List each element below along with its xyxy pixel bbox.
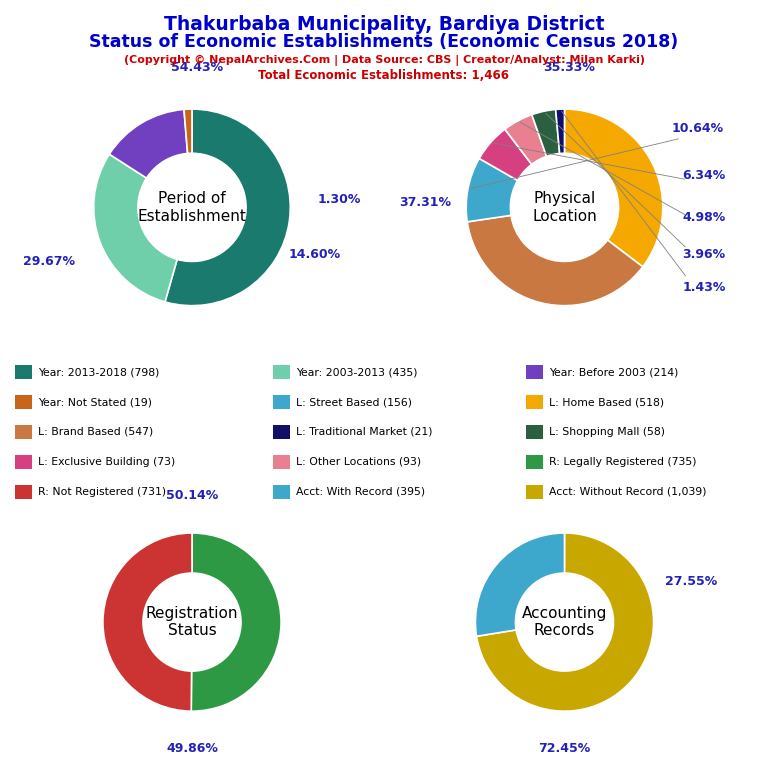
Text: Accounting
Records: Accounting Records bbox=[521, 606, 607, 638]
Wedge shape bbox=[165, 109, 290, 306]
Wedge shape bbox=[94, 154, 177, 302]
Wedge shape bbox=[556, 109, 564, 154]
Wedge shape bbox=[564, 109, 663, 266]
Text: L: Brand Based (547): L: Brand Based (547) bbox=[38, 427, 154, 437]
Text: Year: 2003-2013 (435): Year: 2003-2013 (435) bbox=[296, 367, 417, 377]
Wedge shape bbox=[184, 109, 192, 154]
Text: R: Legally Registered (735): R: Legally Registered (735) bbox=[549, 457, 697, 467]
Text: 4.98%: 4.98% bbox=[683, 210, 726, 223]
Text: 35.33%: 35.33% bbox=[544, 61, 595, 74]
Text: 14.60%: 14.60% bbox=[289, 248, 341, 261]
Wedge shape bbox=[531, 110, 560, 157]
Text: (Copyright © NepalArchives.Com | Data Source: CBS | Creator/Analyst: Milan Karki: (Copyright © NepalArchives.Com | Data So… bbox=[124, 55, 644, 66]
Text: Year: Before 2003 (214): Year: Before 2003 (214) bbox=[549, 367, 678, 377]
Text: Period of
Establishment: Period of Establishment bbox=[137, 191, 247, 223]
Wedge shape bbox=[103, 533, 192, 711]
Text: L: Shopping Mall (58): L: Shopping Mall (58) bbox=[549, 427, 665, 437]
Text: 50.14%: 50.14% bbox=[166, 489, 218, 502]
Text: 10.64%: 10.64% bbox=[671, 122, 723, 135]
Text: 27.55%: 27.55% bbox=[665, 575, 717, 588]
Text: R: Not Registered (731): R: Not Registered (731) bbox=[38, 487, 167, 497]
Text: Physical
Location: Physical Location bbox=[532, 191, 597, 223]
Wedge shape bbox=[191, 533, 281, 711]
Text: 37.31%: 37.31% bbox=[399, 196, 451, 209]
Wedge shape bbox=[505, 114, 547, 164]
Wedge shape bbox=[476, 533, 654, 711]
Wedge shape bbox=[475, 533, 564, 637]
Text: L: Home Based (518): L: Home Based (518) bbox=[549, 397, 664, 407]
Text: Year: Not Stated (19): Year: Not Stated (19) bbox=[38, 397, 152, 407]
Wedge shape bbox=[466, 158, 518, 222]
Text: Acct: With Record (395): Acct: With Record (395) bbox=[296, 487, 425, 497]
Text: L: Street Based (156): L: Street Based (156) bbox=[296, 397, 412, 407]
Text: 3.96%: 3.96% bbox=[683, 248, 726, 261]
Text: Registration
Status: Registration Status bbox=[146, 606, 238, 638]
Text: 29.67%: 29.67% bbox=[24, 255, 75, 268]
Text: 54.43%: 54.43% bbox=[170, 61, 223, 74]
Text: L: Traditional Market (21): L: Traditional Market (21) bbox=[296, 427, 432, 437]
Text: Thakurbaba Municipality, Bardiya District: Thakurbaba Municipality, Bardiya Distric… bbox=[164, 15, 604, 35]
Text: Status of Economic Establishments (Economic Census 2018): Status of Economic Establishments (Econo… bbox=[89, 33, 679, 51]
Wedge shape bbox=[109, 109, 187, 178]
Text: 72.45%: 72.45% bbox=[538, 742, 591, 755]
Text: 1.43%: 1.43% bbox=[683, 281, 726, 294]
Text: Acct: Without Record (1,039): Acct: Without Record (1,039) bbox=[549, 487, 707, 497]
Wedge shape bbox=[467, 215, 643, 306]
Text: Year: 2013-2018 (798): Year: 2013-2018 (798) bbox=[38, 367, 160, 377]
Wedge shape bbox=[479, 129, 531, 180]
Text: L: Exclusive Building (73): L: Exclusive Building (73) bbox=[38, 457, 176, 467]
Text: Total Economic Establishments: 1,466: Total Economic Establishments: 1,466 bbox=[259, 69, 509, 82]
Text: L: Other Locations (93): L: Other Locations (93) bbox=[296, 457, 421, 467]
Text: 49.86%: 49.86% bbox=[166, 742, 218, 755]
Text: 1.30%: 1.30% bbox=[318, 193, 361, 206]
Text: 6.34%: 6.34% bbox=[683, 170, 726, 183]
